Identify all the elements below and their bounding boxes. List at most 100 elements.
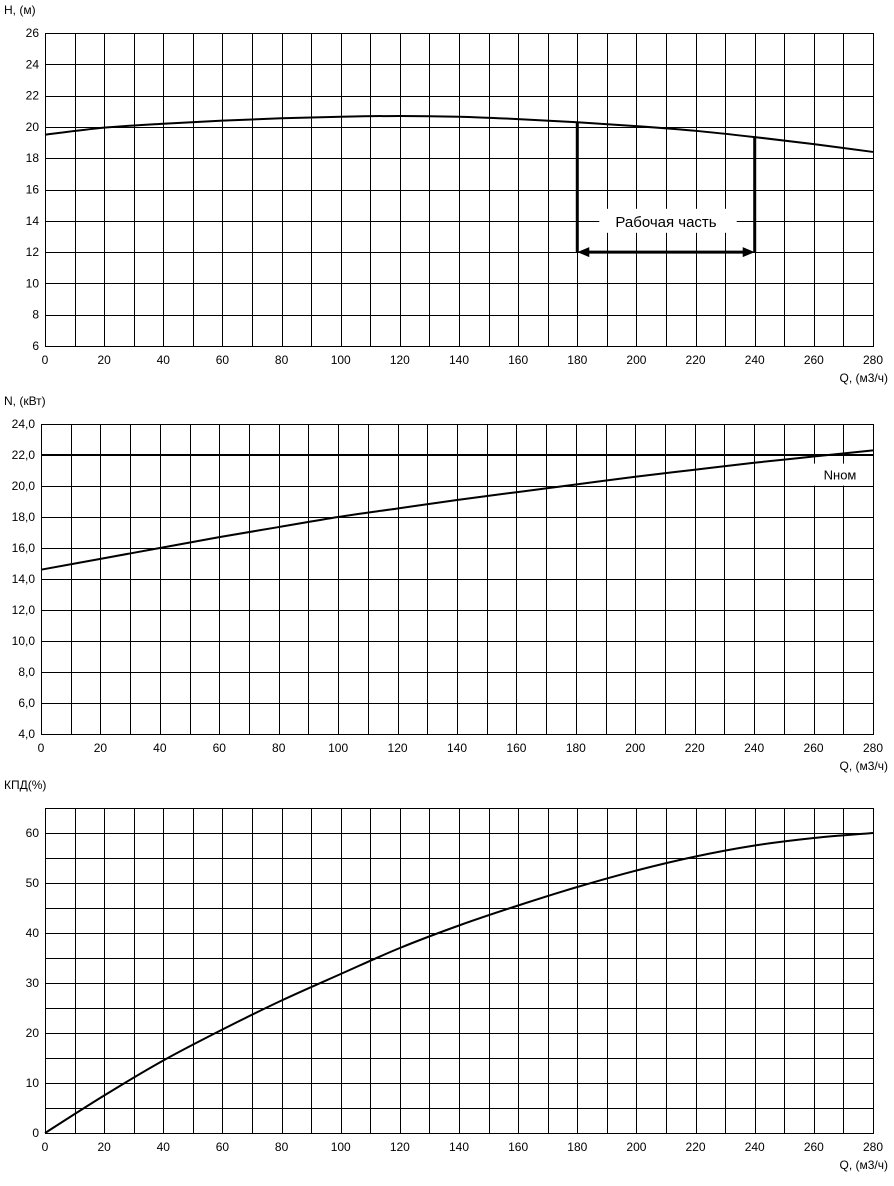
chart-efficiency: 0 10 20 30 40 50 60 0 20 40 60 80 100 120 140 160 180 200… [4,778,888,1172]
y-tick-label: 10 [26,1076,40,1090]
x-tick-label: 200 [625,741,645,755]
y-tick-label: 60 [26,826,40,840]
nominal-power-label: Nном [824,468,857,483]
series-line-power [40,449,874,571]
x-tick-label: 260 [804,1140,824,1154]
x-tick-label: 220 [685,741,705,755]
chart-power: 4,0 6,0 8,0 10,0 12,0 14,0 16,0 18,0 20,0 22,0 24,… [4,394,888,773]
x-tick-label: 280 [863,741,883,755]
plot-frame [41,424,874,735]
x-tick-label: 80 [272,741,286,755]
y-tick-label: 14 [26,214,40,228]
x-tick-label: 120 [390,353,410,367]
y-tick-label: 20 [26,120,40,134]
x-axis-label: Q, (м3/ч) [839,1158,888,1172]
x-tick-label: 20 [97,1140,111,1154]
series-line-head [44,114,874,153]
x-tick-label: 280 [863,1140,883,1154]
y-tick-label: 0 [32,1126,39,1140]
x-tick-label: 80 [275,1140,289,1154]
x-tick-label: 280 [863,353,883,367]
plot-frame [45,33,874,347]
working-range-label-bg [599,208,737,233]
x-tick-label: 240 [744,741,764,755]
y-tick-label: 4,0 [18,727,35,741]
grid [45,808,874,1134]
x-tick-label: 140 [447,741,467,755]
x-tick-label: 0 [42,1140,49,1154]
y-tick-label: 22,0 [12,448,36,462]
y-tick-label: 18 [26,151,40,165]
y-tick-label: 24 [26,57,40,71]
x-tick-label: 40 [157,1140,171,1154]
y-tick-label: 8 [32,308,39,322]
x-tick-label: 180 [567,353,587,367]
x-tick-label: 160 [508,1140,528,1154]
x-tick-label: 140 [449,1140,469,1154]
grid [41,424,874,735]
x-tick-label: 100 [328,741,348,755]
working-range-label: Рабочая часть [615,214,716,231]
y-tick-label: 12 [26,245,40,259]
x-tick-label: 180 [567,1140,587,1154]
x-tick-label: 260 [804,353,824,367]
x-tick-label: 60 [216,353,230,367]
x-tick-label: 40 [157,353,171,367]
y-axis-label: N, (кВт) [4,394,46,408]
x-tick-label: 120 [390,1140,410,1154]
x-tick-label: 0 [42,353,49,367]
series-line-efficiency [44,832,874,1134]
x-axis-label: Q, (м3/ч) [839,371,888,385]
nominal-power-label-bg [812,463,866,486]
x-tick-label: 40 [153,741,167,755]
x-tick-label: 20 [97,353,111,367]
x-tick-label: 60 [216,1140,230,1154]
y-axis-label: H, (м) [4,3,36,17]
x-tick-label: 80 [275,353,289,367]
arrow-head-right-icon [742,247,755,258]
y-tick-label: 18,0 [12,510,36,524]
y-tick-label: 20,0 [12,479,36,493]
y-tick-label: 26 [26,26,40,40]
y-tick-label: 16 [26,183,40,197]
y-tick-label: 16,0 [12,541,36,555]
x-tick-label: 220 [686,353,706,367]
x-tick-label: 140 [449,353,469,367]
x-tick-label: 160 [508,353,528,367]
grid [45,33,874,347]
y-tick-label: 10,0 [12,634,36,648]
x-tick-label: 60 [213,741,227,755]
y-tick-label: 10 [26,276,40,290]
x-tick-label: 180 [566,741,586,755]
x-tick-label: 120 [388,741,408,755]
y-tick-label: 22 [26,89,40,103]
x-tick-label: 20 [94,741,108,755]
y-tick-label: 30 [26,976,40,990]
arrow-head-left-icon [577,247,590,258]
y-tick-label: 50 [26,876,40,890]
plot-frame [45,808,874,1134]
y-tick-label: 14,0 [12,572,36,586]
y-tick-label: 20 [26,1026,40,1040]
x-tick-label: 100 [331,353,351,367]
x-axis-label: Q, (м3/ч) [839,759,888,773]
x-tick-label: 100 [331,1140,351,1154]
x-tick-label: 240 [745,353,765,367]
x-tick-label: 240 [745,1140,765,1154]
y-tick-label: 6,0 [18,696,35,710]
x-tick-label: 200 [626,353,646,367]
x-tick-label: 220 [686,1140,706,1154]
y-tick-label: 40 [26,926,40,940]
x-tick-label: 0 [38,741,45,755]
y-tick-label: 24,0 [12,417,36,431]
y-tick-label: 6 [32,339,39,353]
y-tick-label: 8,0 [18,665,35,679]
y-tick-label: 12,0 [12,603,36,617]
y-axis-label: КПД(%) [4,778,46,792]
x-tick-label: 200 [626,1140,646,1154]
working-range-annotation: Рабочая часть [575,122,757,258]
x-tick-label: 260 [804,741,824,755]
x-tick-label: 160 [506,741,526,755]
